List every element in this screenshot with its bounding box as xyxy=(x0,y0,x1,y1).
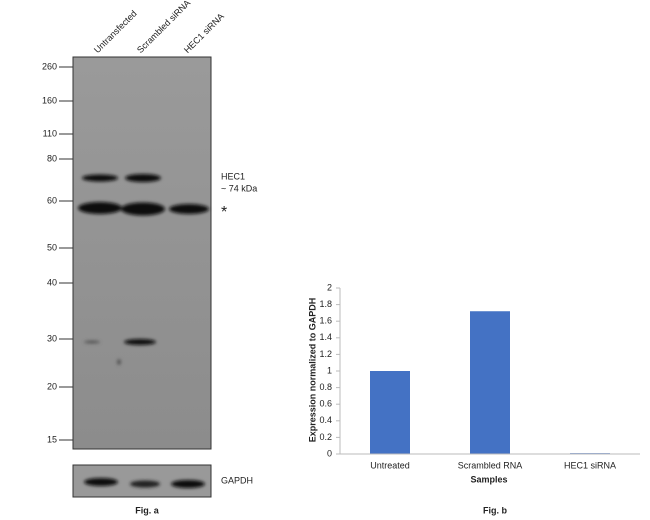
target-size: ~ 74 kDa xyxy=(221,183,257,193)
y-axis-label: Expression normalized to GAPDH xyxy=(307,298,317,443)
loading-control: GAPDH xyxy=(221,475,253,485)
caption-b: Fig. b xyxy=(483,505,507,515)
marker-label: 20 xyxy=(47,381,57,391)
marker-label: 60 xyxy=(47,195,57,205)
y-tick-label: 1.4 xyxy=(319,332,332,342)
y-tick-label: 0 xyxy=(327,448,332,458)
marker-label: 30 xyxy=(47,333,57,343)
blot-panel xyxy=(72,56,212,450)
target-name: HEC1 xyxy=(221,171,245,181)
marker-label: 50 xyxy=(47,242,57,252)
x-tick-label: Untreated xyxy=(370,460,410,470)
y-tick-label: 0.4 xyxy=(319,415,332,425)
marker-label: 40 xyxy=(47,277,57,287)
y-tick-label: 0.6 xyxy=(319,399,332,409)
lane-label: HEC1 siRNA xyxy=(182,11,226,55)
x-axis-label: Samples xyxy=(470,474,507,484)
bar xyxy=(470,311,510,454)
y-tick-label: 1.2 xyxy=(319,349,332,359)
y-tick-label: 0.2 xyxy=(319,432,332,442)
bar xyxy=(370,371,410,454)
blot-bands xyxy=(78,174,209,365)
nonspecific-mark: * xyxy=(221,204,227,221)
gapdh-bands xyxy=(84,478,205,488)
marker-label: 110 xyxy=(43,128,57,138)
lane-label: Untransfected xyxy=(92,8,139,55)
y-tick-label: 1 xyxy=(327,365,332,375)
y-tick-label: 1.8 xyxy=(319,299,332,309)
marker-label: 160 xyxy=(42,95,57,105)
y-tick-label: 2 xyxy=(327,282,332,292)
marker-label: 260 xyxy=(42,61,57,71)
caption-a: Fig. a xyxy=(135,505,159,515)
marker-label: 15 xyxy=(47,434,57,444)
y-tick-label: 0.8 xyxy=(319,382,332,392)
x-tick-label: Scrambled RNA xyxy=(458,460,523,470)
marker-label: 80 xyxy=(47,153,57,163)
x-tick-label: HEC1 siRNA xyxy=(564,460,616,470)
y-tick-label: 1.6 xyxy=(319,316,332,326)
